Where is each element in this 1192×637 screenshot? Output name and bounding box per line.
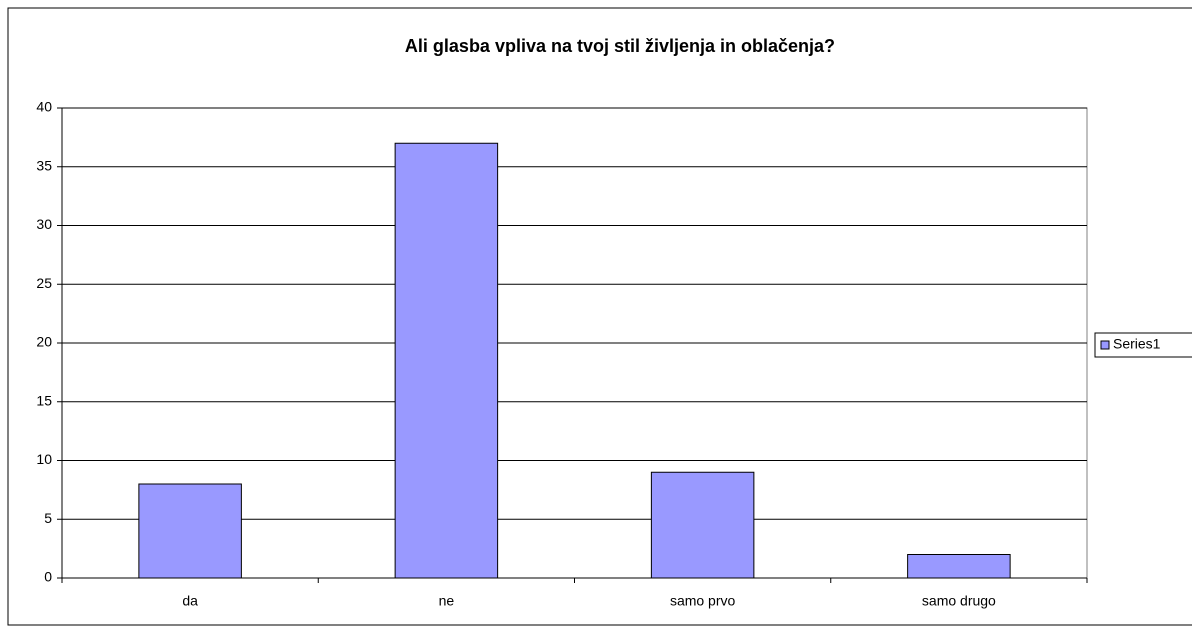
y-tick-label: 15	[36, 392, 52, 408]
x-tick-label: da	[182, 593, 198, 609]
x-tick-label: ne	[439, 593, 455, 609]
y-tick-label: 20	[36, 334, 52, 350]
bar	[907, 554, 1011, 579]
legend-box	[1094, 332, 1192, 358]
x-tick-label: samo prvo	[670, 593, 736, 609]
bar	[650, 471, 755, 579]
x-tick-label: samo drugo	[922, 593, 996, 609]
chart-title: Ali glasba vpliva na tvoj stil življenja…	[405, 36, 835, 56]
legend-label: Series1	[1113, 336, 1161, 352]
bar	[138, 483, 242, 579]
y-tick-label: 35	[36, 157, 52, 173]
y-tick-label: 30	[36, 216, 52, 232]
bar	[394, 142, 499, 579]
y-tick-label: 25	[36, 275, 52, 291]
legend-swatch	[1100, 340, 1110, 350]
y-tick-label: 40	[36, 99, 52, 115]
y-tick-label: 10	[36, 451, 52, 467]
y-tick-label: 5	[44, 510, 52, 526]
y-tick-label: 0	[44, 569, 52, 585]
